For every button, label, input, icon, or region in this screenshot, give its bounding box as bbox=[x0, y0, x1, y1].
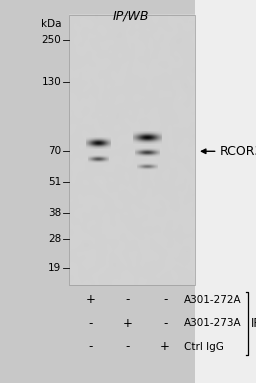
Text: -: - bbox=[89, 317, 93, 330]
Text: IP: IP bbox=[251, 317, 256, 330]
Bar bbox=[69, 15, 195, 285]
Text: 19: 19 bbox=[48, 263, 61, 273]
Text: -: - bbox=[163, 293, 167, 306]
Text: +: + bbox=[86, 293, 96, 306]
Text: 38: 38 bbox=[48, 208, 61, 218]
Text: -: - bbox=[126, 340, 130, 354]
Text: -: - bbox=[126, 293, 130, 306]
Text: +: + bbox=[123, 317, 133, 330]
Text: -: - bbox=[89, 340, 93, 354]
Text: 130: 130 bbox=[42, 77, 61, 87]
Text: A301-272A: A301-272A bbox=[184, 295, 242, 304]
Text: A301-273A: A301-273A bbox=[184, 318, 242, 328]
Text: IP/WB: IP/WB bbox=[112, 10, 149, 23]
Text: 51: 51 bbox=[48, 177, 61, 187]
Text: 70: 70 bbox=[48, 146, 61, 156]
Text: kDa: kDa bbox=[41, 19, 61, 29]
Text: RCOR3: RCOR3 bbox=[220, 145, 256, 158]
Text: 250: 250 bbox=[42, 35, 61, 45]
Text: -: - bbox=[163, 317, 167, 330]
Text: 28: 28 bbox=[48, 234, 61, 244]
Text: Ctrl IgG: Ctrl IgG bbox=[184, 342, 224, 352]
Text: +: + bbox=[160, 340, 170, 354]
Bar bbox=[195, 0, 256, 383]
